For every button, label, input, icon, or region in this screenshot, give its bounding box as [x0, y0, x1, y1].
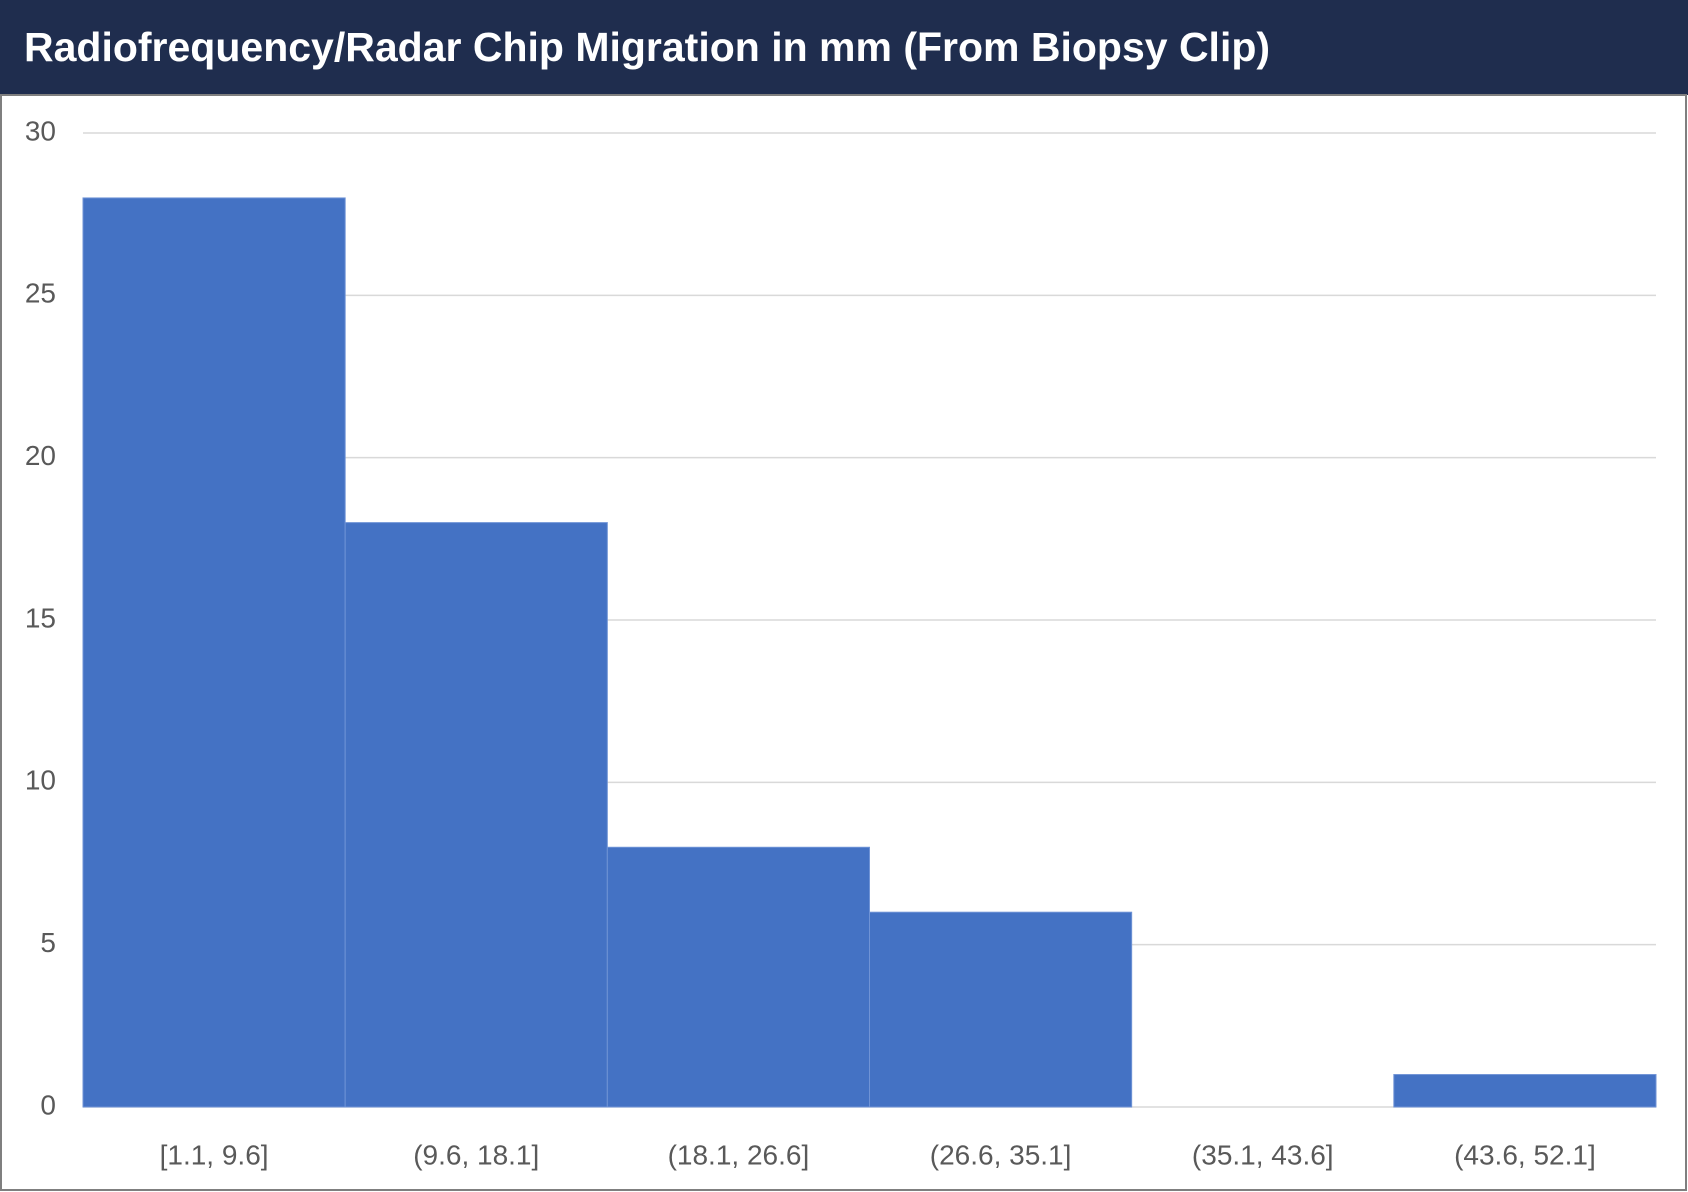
- x-tick-label: (35.1, 43.6]: [1192, 1139, 1334, 1170]
- x-tick-label: [1.1, 9.6]: [160, 1139, 269, 1170]
- bar: [869, 911, 1133, 1108]
- bar: [1393, 1074, 1657, 1108]
- x-tick-label: (9.6, 18.1]: [413, 1139, 539, 1170]
- y-tick-label: 10: [25, 765, 56, 796]
- y-tick-label: 0: [40, 1089, 56, 1120]
- chart-border: [0, 94, 1687, 1191]
- bar: [344, 522, 608, 1108]
- y-tick-label: 25: [25, 278, 56, 309]
- y-tick-label: 15: [25, 602, 56, 633]
- y-tick-label: 20: [25, 440, 56, 471]
- x-tick-label: (43.6, 52.1]: [1454, 1139, 1596, 1170]
- bar: [82, 197, 346, 1108]
- y-tick-label: 30: [25, 115, 56, 146]
- chart-title: Radiofrequency/Radar Chip Migration in m…: [24, 24, 1270, 70]
- title-bar: [0, 0, 1688, 95]
- bar: [606, 846, 870, 1108]
- y-tick-label: 5: [40, 927, 56, 958]
- x-tick-label: (26.6, 35.1]: [930, 1139, 1072, 1170]
- x-tick-label: (18.1, 26.6]: [668, 1139, 810, 1170]
